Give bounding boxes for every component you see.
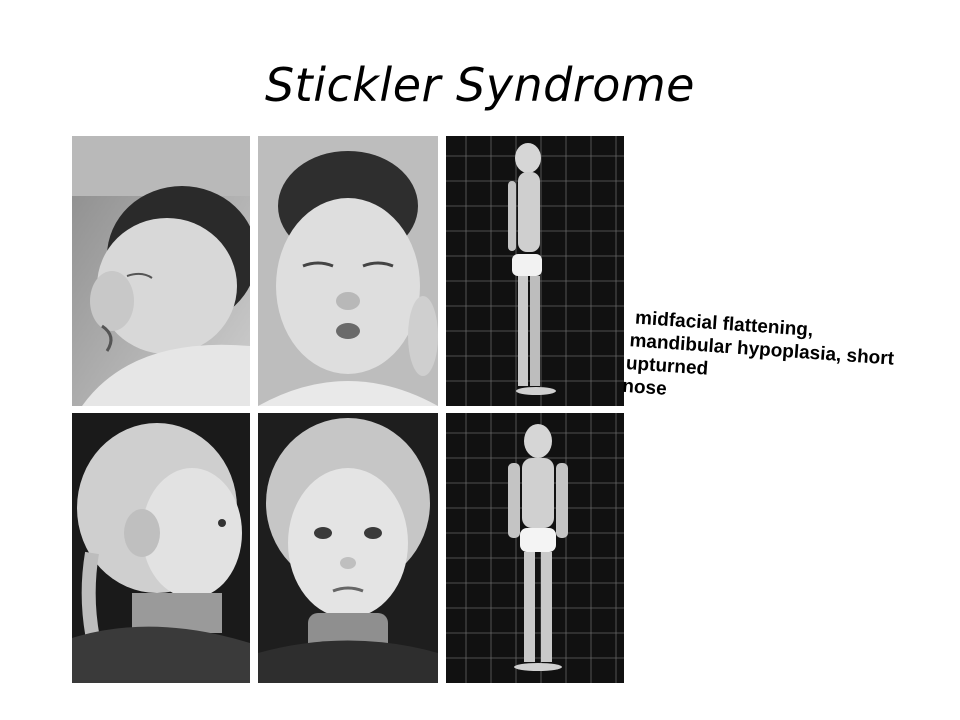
infant-profile-photo [72, 136, 250, 406]
photo-grid [72, 136, 624, 683]
girl-front-photo [258, 413, 438, 683]
child-standing-front-photo [446, 413, 624, 683]
infant-front-photo [258, 136, 438, 406]
child-standing-side-photo [446, 136, 624, 406]
slide-title: Stickler Syndrome [264, 58, 695, 112]
caption: midfacial flattening, mandibular hypopla… [622, 306, 958, 421]
girl-profile-photo [72, 413, 250, 683]
